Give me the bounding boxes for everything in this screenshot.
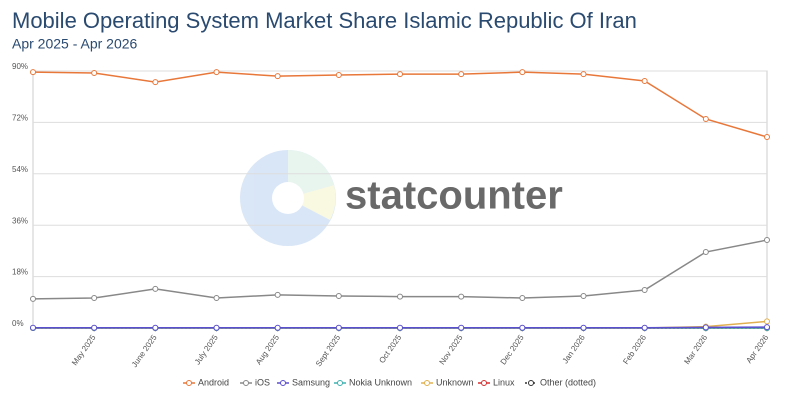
data-point	[274, 291, 281, 298]
y-tick-label: 72%	[12, 114, 28, 123]
data-point	[764, 133, 770, 140]
watermark: statcounter	[345, 174, 563, 218]
x-tick-label: July 2025	[193, 333, 220, 367]
data-point	[30, 324, 36, 331]
x-tick-label: Jan 2026	[561, 333, 588, 366]
data-point	[335, 71, 342, 78]
data-point	[702, 115, 709, 122]
data-point	[152, 285, 159, 292]
legend-marker	[186, 380, 192, 386]
legend-marker	[424, 380, 430, 386]
data-point	[213, 324, 220, 331]
data-point	[335, 293, 342, 300]
data-point	[274, 324, 281, 331]
chart-title: Mobile Operating System Market Share Isl…	[12, 8, 637, 33]
legend-label: Nokia Unknown	[349, 377, 412, 387]
data-point	[458, 324, 465, 331]
data-point	[213, 69, 220, 76]
data-point	[458, 293, 465, 300]
data-point	[397, 71, 403, 78]
data-point	[397, 324, 403, 331]
y-tick-label: 90%	[12, 62, 28, 71]
legend-marker	[337, 380, 343, 386]
legend-item: Nokia Unknown	[334, 377, 412, 387]
x-tick-label: Dec 2025	[499, 333, 526, 367]
legend-label: Linux	[493, 377, 515, 387]
data-point	[91, 295, 98, 302]
x-tick-label: June 2025	[130, 333, 159, 369]
legend-item: iOS	[240, 377, 270, 387]
legend-item: Unknown	[421, 377, 474, 387]
x-tick-label: Mar 2026	[682, 333, 709, 366]
x-tick-label: May 2025	[70, 333, 98, 367]
x-tick-label: Aug 2025	[254, 333, 281, 367]
data-point	[152, 324, 159, 331]
data-point	[152, 79, 159, 86]
data-point	[519, 295, 526, 302]
data-point	[519, 324, 526, 331]
data-point	[397, 293, 403, 300]
data-point	[764, 324, 770, 331]
y-tick-label: 0%	[12, 319, 24, 328]
data-point	[274, 73, 281, 80]
legend-label: Samsung	[292, 377, 330, 387]
legend-item: Linux	[478, 377, 515, 387]
data-point	[91, 324, 98, 331]
logo-slice	[288, 185, 336, 220]
data-point	[335, 324, 342, 331]
legend-label: Other (dotted)	[540, 377, 596, 387]
series-line	[32, 71, 768, 138]
data-point	[213, 295, 220, 302]
legend-label: Android	[198, 377, 229, 387]
data-point	[641, 287, 648, 294]
x-tick-label: Sept 2025	[314, 333, 343, 368]
data-point	[764, 318, 770, 325]
data-point	[580, 71, 587, 78]
data-point	[519, 69, 526, 76]
x-tick-label: Oct 2025	[377, 333, 403, 365]
legend-item: Samsung	[277, 377, 330, 387]
data-point	[30, 69, 36, 76]
series-line	[32, 239, 768, 300]
data-point	[580, 293, 587, 300]
x-tick-label: Apr 2026	[744, 333, 770, 365]
data-point	[458, 71, 465, 78]
legend: Android iOS Samsung Nokia Unknown Unknown Lin…	[183, 377, 596, 387]
legend-marker	[280, 380, 286, 386]
data-point	[641, 324, 648, 331]
y-tick-label: 36%	[12, 216, 28, 225]
legend-item: Android	[183, 377, 229, 387]
x-tick-label: Feb 2026	[621, 333, 648, 366]
data-point	[641, 77, 648, 84]
logo-hole	[272, 182, 304, 214]
legend-label: Unknown	[436, 377, 474, 387]
legend-label: iOS	[255, 377, 270, 387]
data-point	[702, 324, 709, 331]
data-point	[91, 69, 98, 76]
data-point	[702, 249, 709, 256]
data-point	[30, 295, 36, 302]
legend-marker	[243, 380, 249, 386]
y-tick-label: 54%	[12, 165, 28, 174]
legend-item: Other (dotted)	[525, 377, 596, 387]
data-point	[580, 324, 587, 331]
chart-subtitle: Apr 2025 - Apr 2026	[12, 36, 138, 52]
data-point	[764, 237, 770, 244]
legend-marker	[528, 380, 534, 386]
x-tick-label: Nov 2025	[438, 333, 465, 367]
watermark-logo	[240, 150, 336, 246]
y-tick-label: 18%	[12, 268, 28, 277]
legend-marker	[481, 380, 487, 386]
